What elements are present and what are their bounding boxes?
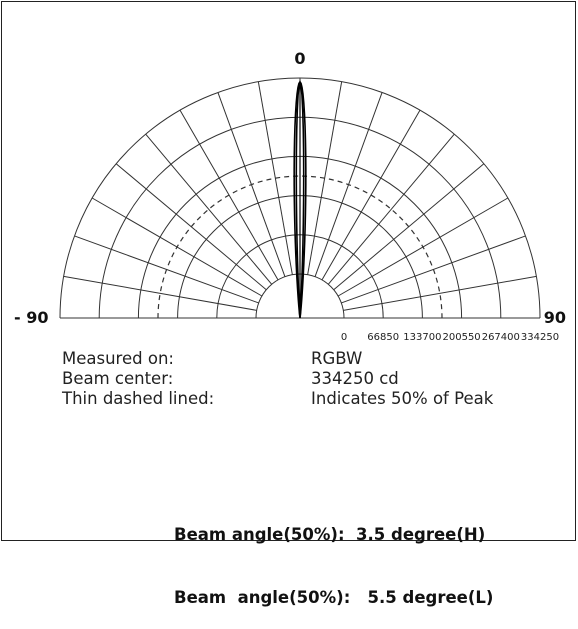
- angle-label-top: 0: [294, 49, 305, 68]
- polar-chart: 0 - 90 90 0 66850 133700 200550 267400 334250: [14, 49, 566, 343]
- axis-labels: 0 - 90 90 0 66850 133700 200550 267400 334250: [14, 49, 566, 343]
- radial-tick-label: 334250: [521, 332, 559, 343]
- grid-spoke: [327, 133, 455, 285]
- grid-spoke: [63, 275, 257, 311]
- radial-tick-label: 133700: [403, 332, 441, 343]
- measured-on-value: RGBW: [311, 349, 363, 368]
- radial-tick-label: 200550: [443, 332, 481, 343]
- beam-curves: [293, 79, 307, 319]
- radial-tick-label: 0: [341, 332, 347, 343]
- info-row-beam-center: Beam center: 334250 cd: [62, 369, 493, 389]
- grid-spoke: [343, 275, 537, 311]
- beam-angle-l: Beam angle(50%): 5.5 degree(L): [174, 588, 494, 607]
- beam-angle-block: Beam angle(50%): 3.5 degree(H) Beam angl…: [174, 482, 493, 629]
- radial-tick-label: 66850: [367, 332, 399, 343]
- beam-angle-h: Beam angle(50%): 3.5 degree(H): [174, 525, 486, 544]
- dashed-line-value: Indicates 50% of Peak: [311, 389, 494, 408]
- radial-tick-label: 267400: [482, 332, 520, 343]
- angle-label-right: 90: [544, 308, 566, 327]
- half-peak-arc: [157, 175, 443, 319]
- beam-center-label: Beam center:: [62, 369, 174, 388]
- beam-center-value: 334250 cd: [311, 369, 399, 388]
- half-peak-dashed-arc: [157, 175, 443, 319]
- dashed-line-label: Thin dashed lined:: [62, 389, 215, 408]
- info-row-measured: Measured on: RGBW: [62, 349, 493, 369]
- grid-spoke: [145, 133, 273, 285]
- angle-label-left: - 90: [14, 308, 48, 327]
- measured-on-label: Measured on:: [62, 349, 174, 368]
- info-row-dashed: Thin dashed lined: Indicates 50% of Peak: [62, 389, 493, 409]
- info-block: Measured on: RGBW Beam center: 334250 cd…: [62, 349, 493, 409]
